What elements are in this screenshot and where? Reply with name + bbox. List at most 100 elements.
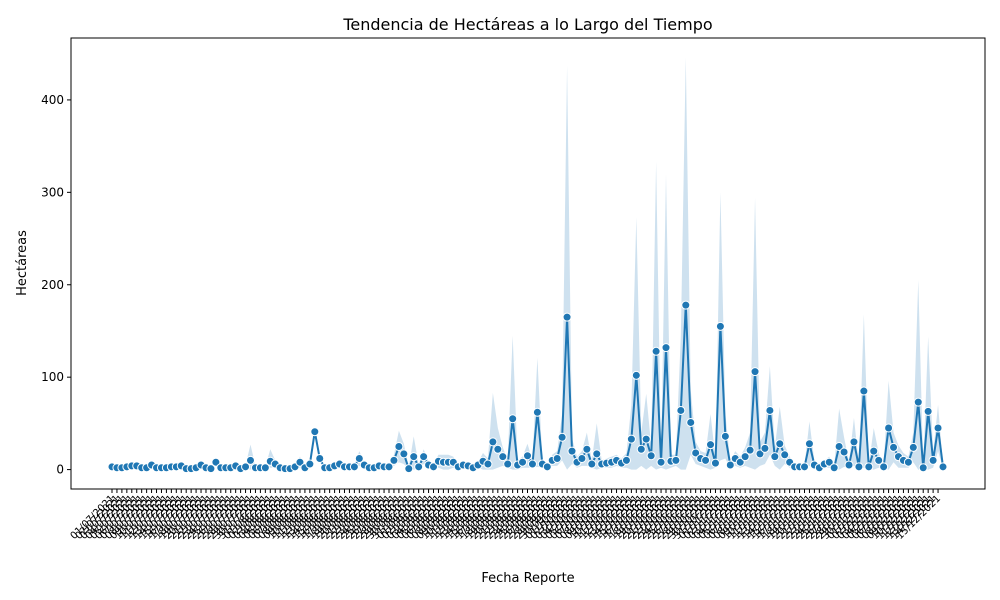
data-point: [542, 462, 552, 472]
data-point: [681, 300, 691, 310]
data-point: [389, 455, 399, 465]
data-point: [206, 464, 216, 474]
data-point: [646, 451, 656, 461]
data-point: [918, 463, 928, 473]
data-point: [844, 460, 854, 470]
y-tick-label: 400: [41, 93, 64, 107]
data-point: [859, 386, 869, 396]
data-point: [636, 444, 646, 454]
data-point: [701, 455, 711, 465]
data-point: [498, 452, 508, 462]
data-point: [884, 423, 894, 433]
confidence-band: [112, 57, 943, 470]
data-point: [527, 459, 537, 469]
data-point: [503, 459, 513, 469]
y-axis-ticks: 0 100 200 300 400: [41, 93, 71, 477]
data-point: [626, 434, 636, 444]
data-point: [869, 446, 879, 456]
data-point: [804, 439, 814, 449]
y-tick-label: 200: [41, 278, 64, 292]
data-point: [706, 440, 716, 450]
confidence-band-layer: [112, 57, 943, 470]
data-point: [310, 427, 320, 437]
data-point: [765, 405, 775, 415]
data-point: [671, 455, 681, 465]
data-point: [829, 463, 839, 473]
data-point: [349, 462, 359, 472]
data-point: [577, 454, 587, 463]
data-point: [354, 454, 364, 463]
data-point: [770, 452, 780, 462]
data-point: [552, 454, 562, 463]
data-point: [621, 455, 631, 465]
data-point: [839, 447, 849, 457]
data-point: [419, 452, 429, 462]
data-point: [508, 414, 518, 424]
data-point: [241, 462, 251, 472]
data-point: [414, 462, 424, 472]
y-tick-label: 0: [56, 463, 64, 477]
data-point: [775, 439, 785, 449]
data-point: [854, 462, 864, 472]
data-point: [720, 431, 730, 441]
data-point: [557, 432, 567, 442]
y-tick-label: 300: [41, 185, 64, 199]
data-point: [913, 397, 923, 407]
x-axis-label: Fecha Reporte: [481, 571, 574, 586]
data-point: [710, 458, 720, 468]
y-tick-label: 100: [41, 370, 64, 384]
data-point: [211, 457, 221, 467]
data-point: [631, 370, 641, 380]
data-point: [864, 462, 874, 472]
data-point: [780, 450, 790, 460]
data-point: [651, 346, 661, 356]
data-point: [691, 448, 701, 458]
data-point: [260, 463, 270, 473]
data-point: [824, 457, 834, 467]
data-point: [488, 437, 498, 447]
data-point: [656, 457, 666, 467]
data-point: [760, 443, 770, 453]
data-point: [938, 462, 948, 472]
data-point: [661, 343, 671, 353]
data-point: [641, 434, 651, 444]
data-point: [384, 462, 394, 472]
data-point: [834, 441, 844, 451]
data-point: [305, 459, 315, 469]
data-point: [409, 452, 419, 462]
data-point: [676, 405, 686, 415]
data-point: [889, 442, 899, 452]
data-point: [879, 462, 889, 472]
data-point: [725, 460, 735, 470]
data-point: [592, 449, 602, 459]
data-point: [399, 449, 409, 459]
data-points-layer: [107, 300, 948, 474]
data-point: [903, 457, 913, 467]
data-point: [908, 442, 918, 452]
data-point: [532, 407, 542, 417]
data-point: [849, 437, 859, 447]
data-point: [686, 417, 696, 427]
data-point: [755, 449, 765, 459]
data-point: [429, 462, 439, 472]
data-point: [928, 455, 938, 465]
data-point: [567, 446, 577, 456]
data-point: [874, 455, 884, 465]
chart-title: Tendencia de Hectáreas a lo Largo del Ti…: [342, 15, 712, 34]
data-point: [404, 464, 414, 474]
data-point: [933, 423, 943, 433]
data-point: [587, 459, 597, 469]
data-point: [923, 406, 933, 416]
data-point: [800, 462, 809, 472]
data-point: [740, 452, 750, 462]
data-point: [523, 451, 532, 461]
data-point: [745, 445, 755, 455]
data-point: [582, 444, 592, 454]
data-point: [750, 367, 760, 377]
x-axis-ticks: 01/07/202102/07/202103/07/202104/07/2021…: [69, 489, 943, 542]
y-axis-label: Hectáreas: [15, 230, 30, 296]
data-point: [518, 457, 528, 467]
data-point: [493, 444, 503, 454]
data-point: [562, 312, 572, 322]
